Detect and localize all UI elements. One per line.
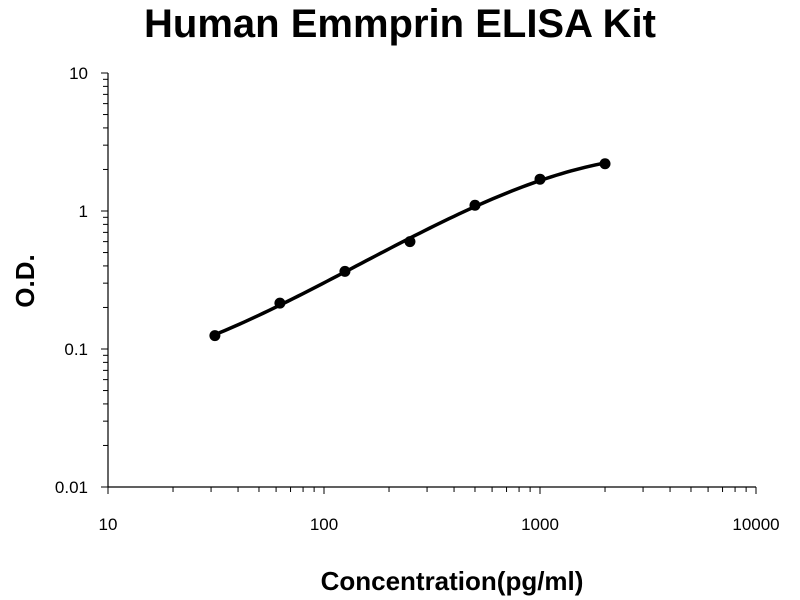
x-tick-label: 10000 [732, 515, 779, 534]
x-tick-label: 100 [310, 515, 338, 534]
axes [107, 73, 756, 488]
y-tick-label: 10 [69, 64, 88, 83]
data-point [274, 297, 286, 309]
x-axis-title: Concentration(pg/ml) [321, 566, 584, 596]
data-point [404, 236, 416, 248]
data-point [209, 330, 221, 342]
x-tick-label: 10 [99, 515, 118, 534]
tick-labels: 10 100 1000 10000 10 1 0.1 0.01 [55, 64, 780, 534]
data-point [469, 199, 481, 211]
y-tick-label: 1 [79, 202, 88, 221]
ticks [101, 72, 757, 494]
data-point [339, 265, 351, 277]
y-axis-title: O.D. [10, 254, 40, 307]
chart-title: Human Emmprin ELISA Kit [144, 2, 656, 46]
fit-curve [214, 161, 606, 337]
y-tick-label: 0.1 [64, 340, 88, 359]
data-points [209, 158, 611, 342]
x-tick-label: 1000 [521, 515, 559, 534]
data-point [534, 173, 546, 185]
y-tick-label: 0.01 [55, 478, 88, 497]
data-point [599, 158, 611, 170]
